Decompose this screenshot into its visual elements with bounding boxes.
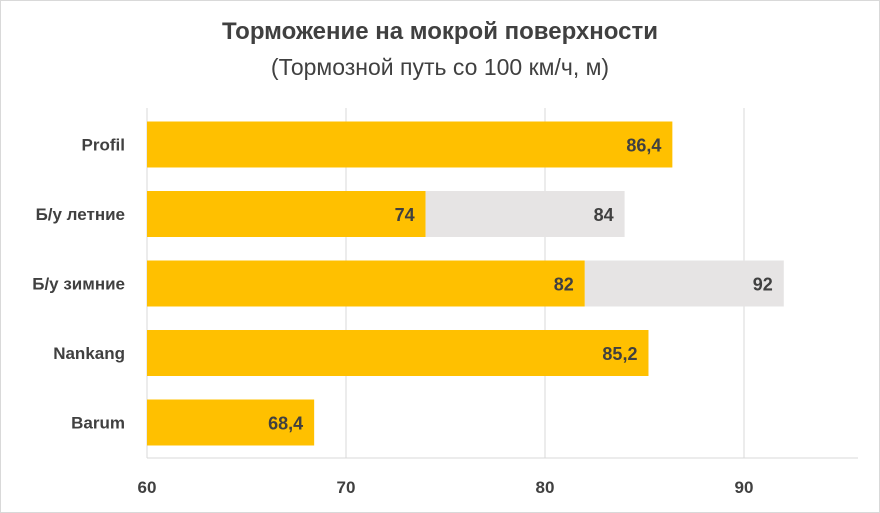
data-label: 85,2 <box>602 344 637 364</box>
x-tick-label: 90 <box>735 478 754 497</box>
x-tick-label: 80 <box>536 478 555 497</box>
bar <box>147 191 426 237</box>
bar <box>147 260 585 307</box>
bar <box>147 121 673 168</box>
bar <box>147 330 649 376</box>
bar-extension <box>425 191 625 237</box>
data-label: 84 <box>594 205 614 225</box>
category-label: Б/у летние <box>36 205 125 224</box>
category-label: Profil <box>82 136 125 155</box>
data-label: 86,4 <box>626 136 661 156</box>
chart-title: Торможение на мокрой поверхности <box>222 18 658 45</box>
bar <box>147 399 315 446</box>
category-label: Б/у зимние <box>32 275 125 294</box>
category-label: Barum <box>71 414 125 433</box>
data-label: 92 <box>753 275 773 295</box>
data-label: 68,4 <box>268 414 303 434</box>
data-label: 82 <box>554 275 574 295</box>
category-label: Nankang <box>53 344 125 363</box>
data-label: 74 <box>395 205 415 225</box>
chart-subtitle: (Тормозной путь со 100 км/ч, м) <box>270 54 610 80</box>
x-tick-label: 60 <box>138 478 157 497</box>
bar-extension <box>584 260 784 307</box>
x-tick-label: 70 <box>337 478 356 497</box>
